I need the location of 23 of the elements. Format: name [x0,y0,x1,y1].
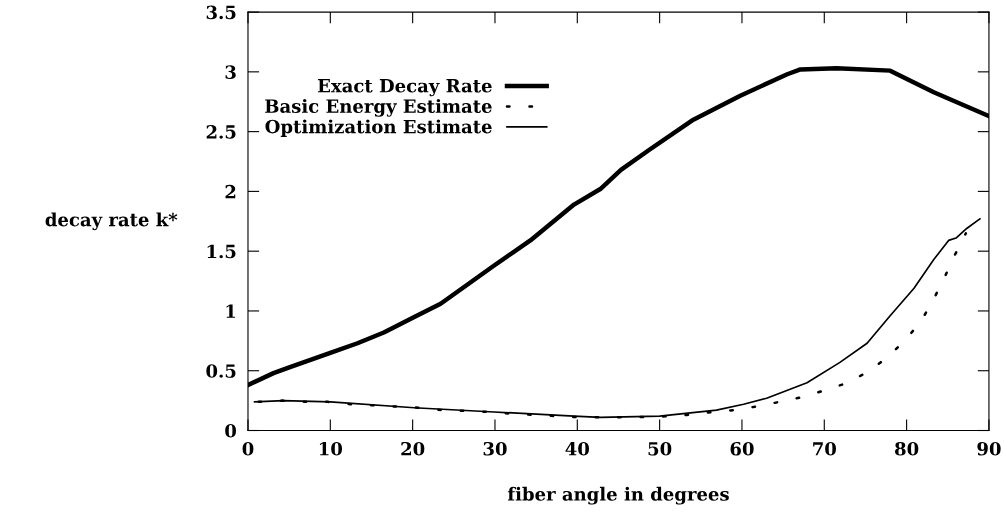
y-tick-label: 3.5 [206,5,236,20]
x-tick-label: 10 [319,441,343,456]
x-tick-label: 30 [483,441,507,456]
y-tick-label: 1 [226,304,236,318]
x-axis-title: fiber angle in degrees [507,486,729,505]
legend-label: Optimization Estimate [265,119,492,137]
y-axis-title: decay rate k* [45,212,178,231]
y-tick-label: 0.5 [206,364,236,378]
x-tick-label: 90 [977,441,1001,456]
x-tick-label: 0 [242,441,254,456]
y-tick-label: 1.5 [207,244,236,259]
x-tick-label: 70 [813,441,836,456]
x-tick-label: 40 [565,441,590,456]
y-tick-label: 2 [225,184,236,199]
x-tick-label: 50 [648,441,672,456]
x-tick-label: 80 [894,441,919,456]
y-tick-label: 3 [225,65,236,79]
y-tick-label: 2.5 [206,125,236,139]
y-tick-label: 0 [225,423,237,438]
legend-label: Basic Energy Estimate [265,98,492,117]
x-tick-label: 60 [730,441,754,456]
x-tick-label: 20 [401,441,425,456]
legend-label: Exact Decay Rate [317,79,492,97]
